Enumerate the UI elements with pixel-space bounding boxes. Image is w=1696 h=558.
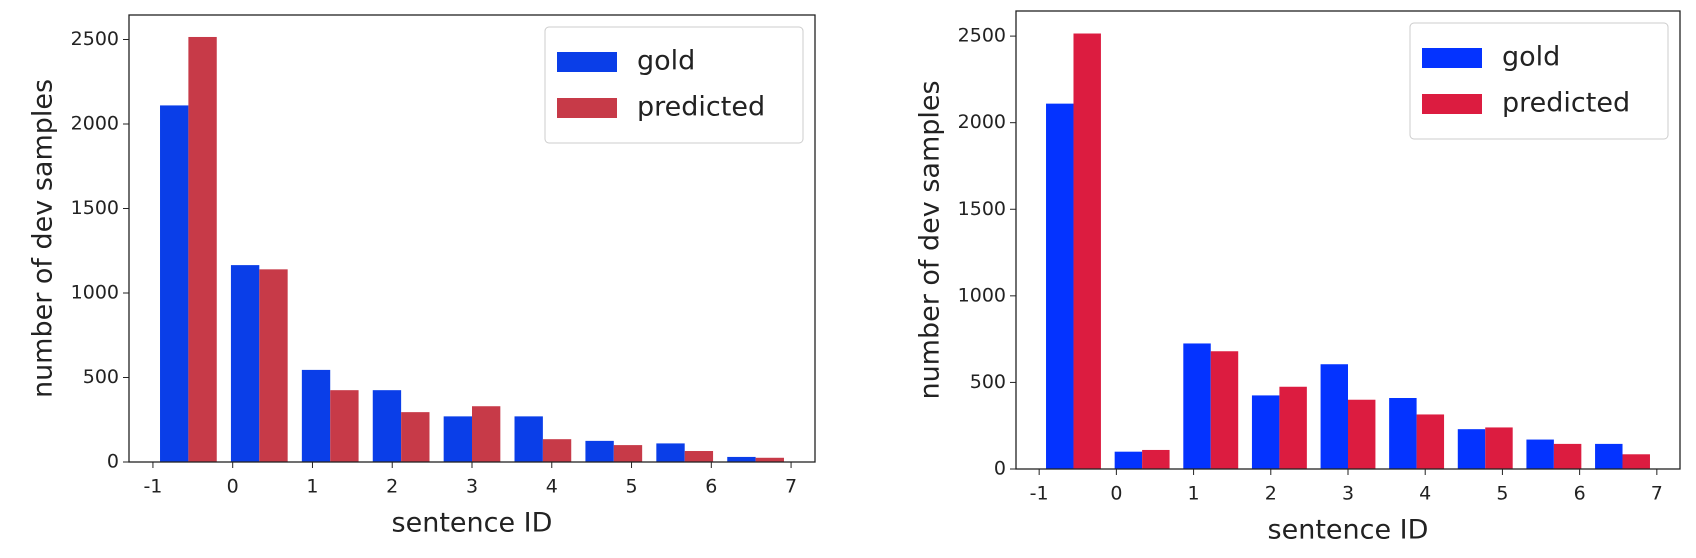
- legend-label: predicted: [1502, 88, 1630, 119]
- x-tick-label: 3: [1342, 483, 1354, 505]
- bar: [1485, 427, 1513, 469]
- x-tick-label: 6: [1574, 483, 1586, 505]
- bar: [514, 416, 543, 462]
- bar: [1073, 33, 1101, 469]
- bar: [330, 390, 359, 462]
- bar: [259, 269, 288, 462]
- x-tick-label: 2: [386, 476, 398, 498]
- x-tick-label: 4: [546, 476, 558, 498]
- bar: [1416, 414, 1445, 469]
- legend-label: gold: [1502, 42, 1560, 73]
- x-tick-label: -1: [143, 476, 162, 498]
- x-tick-label: 4: [1419, 483, 1431, 505]
- y-tick-label: 2000: [958, 111, 1006, 133]
- y-tick-label: 0: [994, 458, 1006, 480]
- legend-label: predicted: [637, 92, 765, 123]
- bar: [1251, 395, 1280, 469]
- y-tick-label: 2500: [958, 25, 1006, 47]
- bar: [1114, 451, 1143, 469]
- legend-swatch: [557, 52, 617, 72]
- bar: [1348, 399, 1376, 469]
- x-tick-label: 5: [1496, 483, 1508, 505]
- y-axis-label: number of dev samples: [28, 79, 59, 398]
- bar: [1553, 443, 1582, 469]
- bar: [542, 439, 572, 462]
- x-tick-label: 2: [1265, 483, 1277, 505]
- bar: [372, 390, 402, 462]
- bar: [1457, 429, 1486, 469]
- y-tick-label: 1500: [958, 198, 1006, 220]
- legend-swatch: [1422, 48, 1482, 68]
- bar: [727, 456, 756, 462]
- bar: [1279, 386, 1307, 469]
- bar: [656, 443, 685, 462]
- y-tick-label: 1000: [958, 284, 1006, 306]
- bar: [585, 440, 614, 462]
- y-axis-label: number of dev samples: [915, 80, 946, 399]
- y-tick-label: 1000: [71, 282, 119, 304]
- x-tick-label: 0: [227, 476, 239, 498]
- bar: [401, 412, 430, 462]
- bar: [755, 457, 784, 462]
- bar: [472, 406, 501, 462]
- bar: [1183, 343, 1211, 469]
- x-tick-label: 3: [466, 476, 478, 498]
- y-tick-label: 2000: [71, 113, 119, 135]
- x-tick-label: 5: [625, 476, 637, 498]
- bar: [188, 36, 217, 462]
- bar: [613, 445, 643, 462]
- bar: [160, 105, 189, 462]
- x-tick-label: -1: [1030, 483, 1049, 505]
- legend-label: gold: [637, 46, 695, 77]
- legend-box: [544, 26, 804, 144]
- bar: [684, 451, 714, 462]
- bar: [1320, 364, 1348, 469]
- bar: [230, 265, 260, 462]
- x-tick-label: 1: [1188, 483, 1200, 505]
- x-tick-label: 7: [785, 476, 797, 498]
- y-tick-label: 2500: [71, 28, 119, 50]
- x-tick-label: 7: [1651, 483, 1663, 505]
- bar: [1526, 439, 1554, 469]
- legend-box: [1409, 22, 1669, 140]
- bar: [1389, 398, 1417, 469]
- legend-swatch: [557, 98, 617, 118]
- bar: [1595, 443, 1623, 469]
- bar: [1210, 351, 1239, 469]
- y-tick-label: 500: [970, 371, 1006, 393]
- y-tick-label: 1500: [71, 197, 119, 219]
- x-axis-label: sentence ID: [1268, 515, 1429, 546]
- bar: [301, 369, 331, 462]
- bar: [443, 416, 472, 462]
- y-tick-label: 500: [83, 366, 119, 388]
- bar: [1622, 454, 1650, 469]
- bar: [1142, 449, 1170, 469]
- legend-swatch: [1422, 94, 1482, 114]
- x-tick-label: 0: [1110, 483, 1122, 505]
- x-tick-label: 6: [705, 476, 717, 498]
- y-tick-label: 0: [107, 451, 119, 473]
- x-tick-label: 1: [306, 476, 318, 498]
- bar: [1046, 103, 1074, 469]
- x-axis-label: sentence ID: [392, 508, 553, 539]
